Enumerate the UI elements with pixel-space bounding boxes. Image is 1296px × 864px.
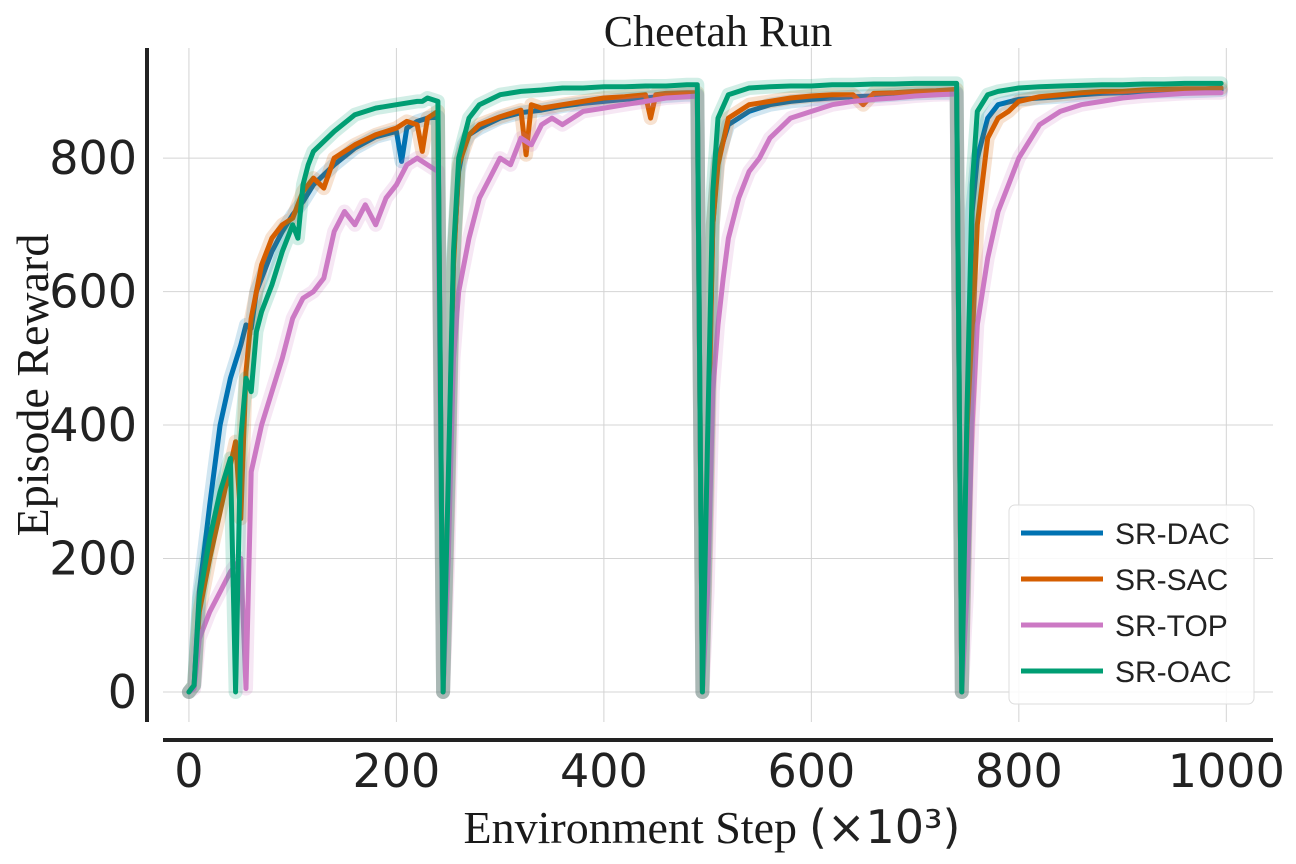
legend-label-sr-sac: SR-SAC: [1115, 564, 1228, 597]
x-axis-label-unit: (×10³): [809, 800, 960, 854]
y-axis-label: Episode Reward: [7, 234, 58, 537]
x-tick-label: 800: [975, 744, 1063, 798]
series-line-sr-sac: [186, 85, 1224, 695]
y-tick-label: 400: [49, 398, 137, 452]
legend-items: SR-DAC SR-SAC SR-TOP SR-OAC: [1021, 518, 1232, 689]
x-tick-label: 0: [174, 744, 203, 798]
y-tick-label: 600: [49, 265, 137, 319]
legend-label-sr-dac: SR-DAC: [1115, 518, 1230, 551]
y-tick-label: 800: [49, 131, 137, 185]
y-tick-label: 0: [108, 665, 137, 719]
x-axis-label-text: Environment Step: [464, 802, 797, 853]
series-layer: [181, 76, 1229, 699]
legend: SR-DAC SR-SAC SR-TOP SR-OAC: [1008, 504, 1255, 705]
x-axis-label: Environment Step (×10³): [464, 800, 961, 854]
y-tick-labels: 0 200 400 600 800: [49, 131, 137, 719]
x-tick-label: 400: [560, 744, 648, 798]
x-tick-label: 1000: [1168, 744, 1285, 798]
x-tick-label: 600: [767, 744, 855, 798]
series-line-sr-oac: [186, 80, 1224, 695]
series-line-sr-top: [186, 90, 1224, 695]
y-tick-label: 200: [49, 532, 137, 586]
x-tick-labels: 0 200 400 600 800 1000: [174, 744, 1285, 798]
x-tick-label: 200: [353, 744, 441, 798]
grid-layer: [163, 48, 1273, 722]
legend-label-sr-top: SR-TOP: [1115, 610, 1228, 643]
legend-label-sr-oac: SR-OAC: [1115, 656, 1232, 689]
legend-box: [1008, 504, 1255, 705]
chart-title: Cheetah Run: [604, 7, 833, 56]
